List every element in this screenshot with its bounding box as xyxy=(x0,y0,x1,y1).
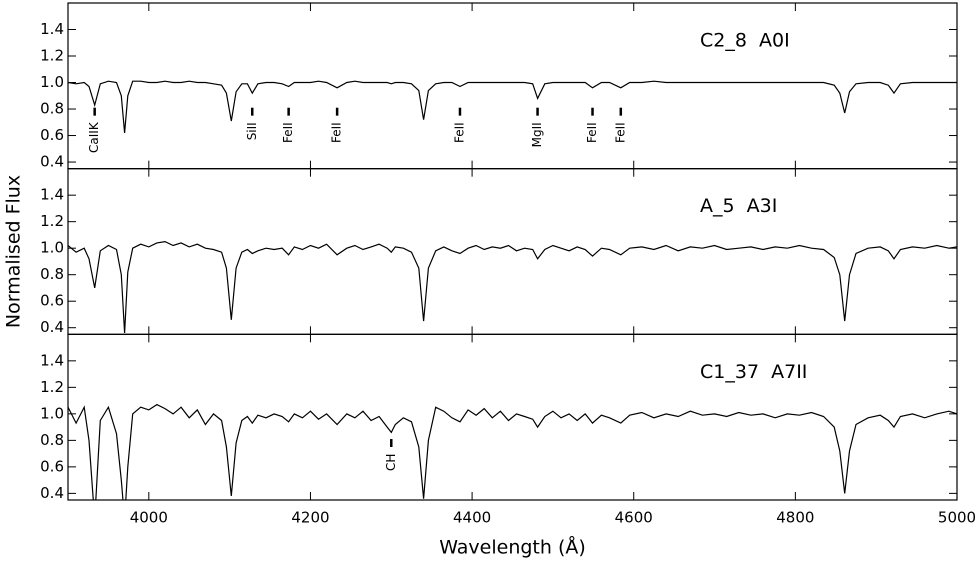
y-tick-label: 1.4 xyxy=(40,20,64,38)
annotation-label: MgII xyxy=(530,122,544,147)
x-tick-label: 4200 xyxy=(291,509,329,527)
annotation-label: FeII xyxy=(585,122,599,143)
x-tick-label: 4400 xyxy=(453,509,491,527)
y-tick-label: 0.4 xyxy=(40,153,64,171)
panel-frame xyxy=(67,333,958,501)
y-tick-label: 1.4 xyxy=(40,351,64,369)
y-tick-label: 0.6 xyxy=(40,457,64,475)
spectrum-line xyxy=(68,240,957,334)
y-tick-label: 1.2 xyxy=(40,378,64,396)
annotation-label: CaIIK xyxy=(87,121,101,153)
panel-label: C2_8 A0I xyxy=(700,30,790,52)
y-tick-label: 0.4 xyxy=(40,484,64,502)
spectrum-line xyxy=(68,403,957,501)
y-tick-label: 1.0 xyxy=(40,239,64,257)
x-axis-title: Wavelength (Å) xyxy=(439,536,586,559)
x-tick-label: 5000 xyxy=(938,509,976,527)
y-axis-title: Normalised Flux xyxy=(3,175,25,328)
y-tick-label: 1.0 xyxy=(40,73,64,91)
y-tick-label: 1.2 xyxy=(40,47,64,65)
spectrum-line xyxy=(68,80,957,133)
panel-frame xyxy=(67,168,958,335)
y-tick-label: 0.8 xyxy=(40,431,64,449)
annotation-label: CH xyxy=(384,454,398,471)
y-tick-label: 1.4 xyxy=(40,186,64,204)
y-tick-label: 0.6 xyxy=(40,292,64,310)
panel-label: A_5 A3I xyxy=(700,195,777,217)
y-tick-label: 0.8 xyxy=(40,265,64,283)
y-tick-label: 1.0 xyxy=(40,404,64,422)
annotation-label: FeII xyxy=(281,122,295,143)
x-tick-label: 4600 xyxy=(615,509,653,527)
x-tick-label: 4800 xyxy=(776,509,814,527)
y-tick-label: 1.2 xyxy=(40,212,64,230)
x-tick-label: 4000 xyxy=(130,509,168,527)
y-tick-label: 0.8 xyxy=(40,100,64,118)
annotation-label: SiII xyxy=(245,122,259,140)
annotation-label: FeII xyxy=(613,122,627,143)
y-tick-label: 0.4 xyxy=(40,318,64,336)
y-tick-label: 0.6 xyxy=(40,126,64,144)
annotation-label: FeII xyxy=(452,122,466,143)
panel-label: C1_37 A7II xyxy=(700,361,807,383)
panel-frame xyxy=(67,2,958,170)
annotation-label: FeII xyxy=(330,122,344,143)
